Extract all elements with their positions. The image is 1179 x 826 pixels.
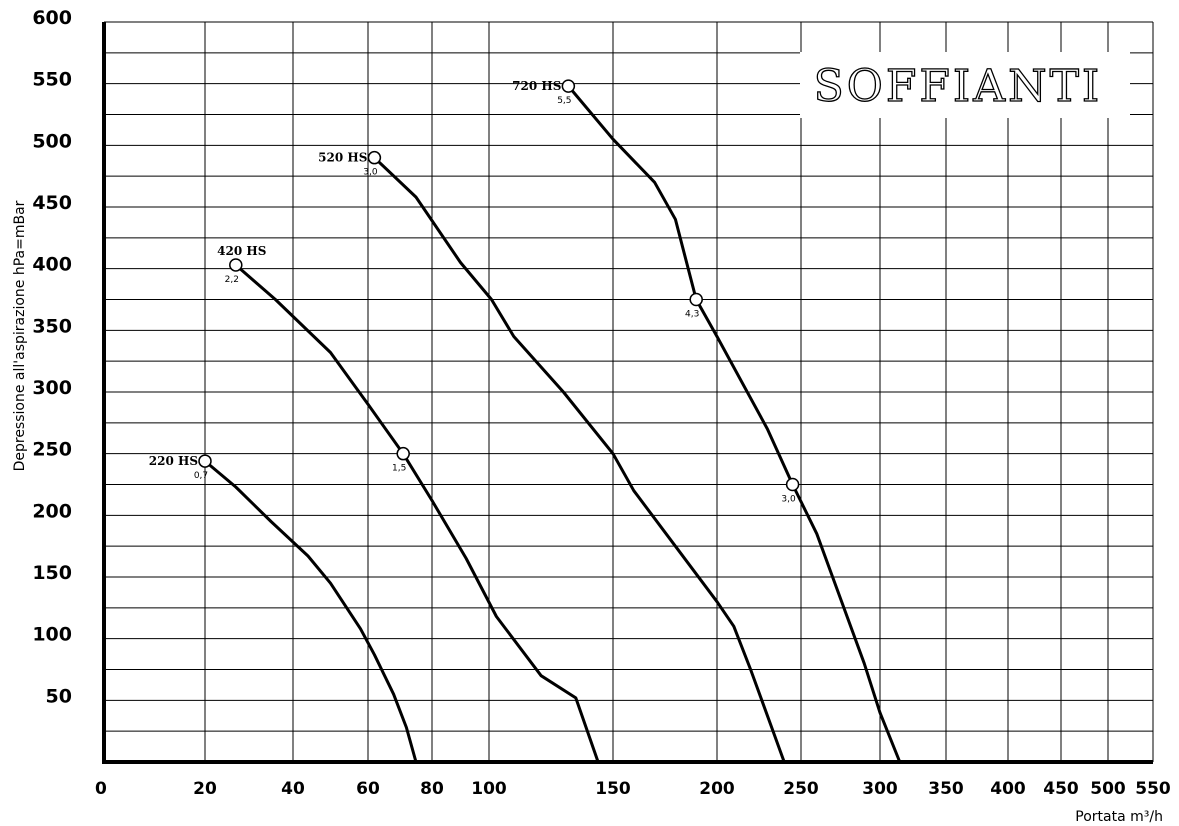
- brand-background: [800, 52, 1130, 118]
- y-tick-label: 50: [46, 685, 72, 707]
- series-name-label: 220 HS: [149, 454, 198, 468]
- data-point-marker: [785, 477, 800, 492]
- y-tick-label: 150: [32, 562, 72, 584]
- y-tick-label: 550: [32, 69, 72, 91]
- data-point-label: 5,5: [557, 96, 571, 106]
- series-name-label: 720 HS: [512, 79, 561, 93]
- x-axis-title: Portata m³/h: [1075, 809, 1163, 825]
- series-line: [567, 85, 902, 763]
- x-tick-label: 300: [862, 779, 898, 799]
- y-tick-label: 300: [32, 377, 72, 399]
- x-tick-label: 40: [281, 779, 305, 799]
- y-tick-label: 450: [32, 192, 72, 214]
- y-tick-label: 500: [32, 130, 72, 152]
- y-tick-label: 350: [32, 315, 72, 337]
- data-point-marker: [689, 292, 703, 307]
- x-tick-label: 0: [95, 779, 107, 799]
- y-tick-label: 400: [32, 254, 72, 276]
- y-tick-label: 600: [32, 7, 72, 29]
- series-line: [234, 263, 600, 763]
- x-tick-label: 80: [420, 779, 444, 799]
- data-point-label: 1,5: [392, 464, 406, 474]
- data-point-marker: [198, 454, 212, 468]
- x-tick-label: 200: [699, 779, 735, 799]
- data-point-marker: [561, 79, 576, 93]
- y-tick-label: 250: [32, 439, 72, 461]
- x-tick-labels: 0 20 40 60 80 100 150 200 250 300 350 400 450 500 550: [95, 779, 1171, 799]
- x-tick-label: 20: [193, 779, 217, 799]
- x-tick-label: 60: [356, 779, 380, 799]
- y-tick-labels: 600 550 500 450 400 350 300 250 200 150 100 50: [32, 7, 72, 707]
- series-220-hs: 220 HS 0,7: [149, 454, 418, 763]
- x-tick-label: 350: [928, 779, 964, 799]
- series-line: [373, 156, 786, 763]
- x-tick-label: 500: [1090, 779, 1126, 799]
- series-420-hs: 420 HS 2,2 1,5: [217, 244, 600, 763]
- x-tick-label: 550: [1135, 779, 1171, 799]
- brand-box: SOFFIANTI: [800, 52, 1130, 118]
- data-point-label: 3,0: [781, 495, 796, 505]
- series-name-label: 420 HS: [217, 244, 266, 258]
- brand-title: SOFFIANTI: [814, 61, 1103, 112]
- x-tick-label: 400: [990, 779, 1026, 799]
- y-axis-title: Depressione all'aspirazione hPa=mBar: [12, 200, 28, 471]
- y-tick-label: 200: [32, 500, 72, 522]
- data-point-label: 0,7: [194, 471, 208, 481]
- series-layer: 220 HS 0,7 420 HS 2,2 1,5 520 HS 3,0 720 HS 5,5 4…: [149, 79, 902, 763]
- series-520-hs: 520 HS 3,0: [318, 150, 786, 763]
- x-tick-label: 100: [471, 779, 507, 799]
- series-line: [204, 459, 418, 763]
- data-point-marker: [229, 258, 243, 272]
- data-point-label: 3,0: [363, 168, 378, 178]
- grid: [104, 21, 1154, 762]
- x-tick-label: 250: [783, 779, 819, 799]
- x-tick-label: 150: [595, 779, 631, 799]
- data-point-label: 2,2: [225, 275, 239, 285]
- series-720-hs: 720 HS 5,5 4,3 3,0: [512, 79, 902, 763]
- data-point-marker: [396, 446, 410, 461]
- y-tick-label: 100: [32, 624, 72, 646]
- series-name-label: 520 HS: [318, 151, 367, 165]
- axes: [102, 22, 1153, 764]
- x-tick-label: 450: [1043, 779, 1079, 799]
- data-point-marker: [367, 150, 382, 165]
- data-point-label: 4,3: [685, 310, 699, 320]
